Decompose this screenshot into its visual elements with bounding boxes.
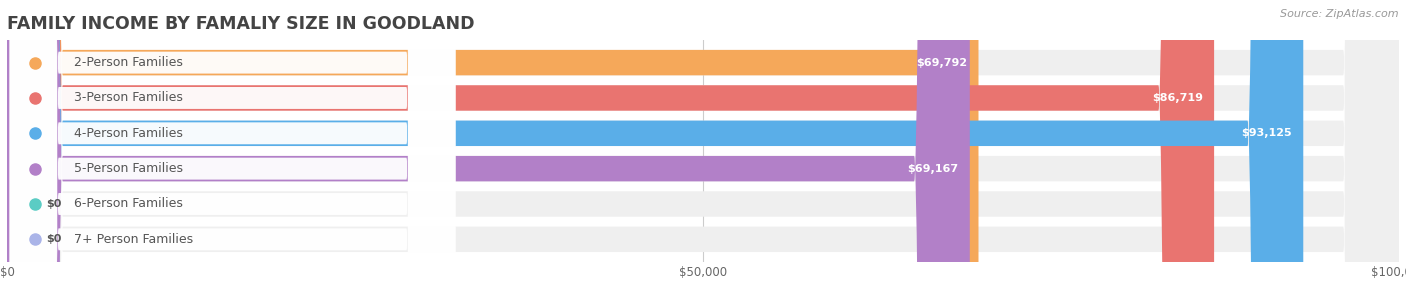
FancyBboxPatch shape: [10, 0, 456, 305]
FancyBboxPatch shape: [7, 0, 1399, 305]
FancyBboxPatch shape: [7, 0, 970, 305]
Text: $93,125: $93,125: [1241, 128, 1292, 138]
FancyBboxPatch shape: [10, 0, 456, 305]
Text: FAMILY INCOME BY FAMALIY SIZE IN GOODLAND: FAMILY INCOME BY FAMALIY SIZE IN GOODLAN…: [7, 15, 475, 33]
FancyBboxPatch shape: [7, 0, 1399, 305]
Text: 2-Person Families: 2-Person Families: [75, 56, 183, 69]
Text: 7+ Person Families: 7+ Person Families: [75, 233, 193, 246]
FancyBboxPatch shape: [7, 0, 1303, 305]
Text: 6-Person Families: 6-Person Families: [75, 197, 183, 210]
Text: $0: $0: [46, 199, 62, 209]
FancyBboxPatch shape: [7, 0, 1215, 305]
FancyBboxPatch shape: [10, 0, 456, 305]
Text: 3-Person Families: 3-Person Families: [75, 92, 183, 105]
Text: $69,167: $69,167: [907, 164, 959, 174]
FancyBboxPatch shape: [10, 0, 456, 305]
FancyBboxPatch shape: [10, 0, 456, 305]
Text: $86,719: $86,719: [1152, 93, 1204, 103]
Text: 4-Person Families: 4-Person Families: [75, 127, 183, 140]
FancyBboxPatch shape: [7, 0, 979, 305]
Text: 5-Person Families: 5-Person Families: [75, 162, 183, 175]
Text: Source: ZipAtlas.com: Source: ZipAtlas.com: [1281, 9, 1399, 19]
FancyBboxPatch shape: [7, 0, 1399, 305]
FancyBboxPatch shape: [10, 0, 456, 305]
Text: $69,792: $69,792: [917, 58, 967, 68]
FancyBboxPatch shape: [7, 0, 1399, 305]
FancyBboxPatch shape: [7, 0, 1399, 305]
FancyBboxPatch shape: [7, 0, 1399, 305]
Text: $0: $0: [46, 234, 62, 244]
